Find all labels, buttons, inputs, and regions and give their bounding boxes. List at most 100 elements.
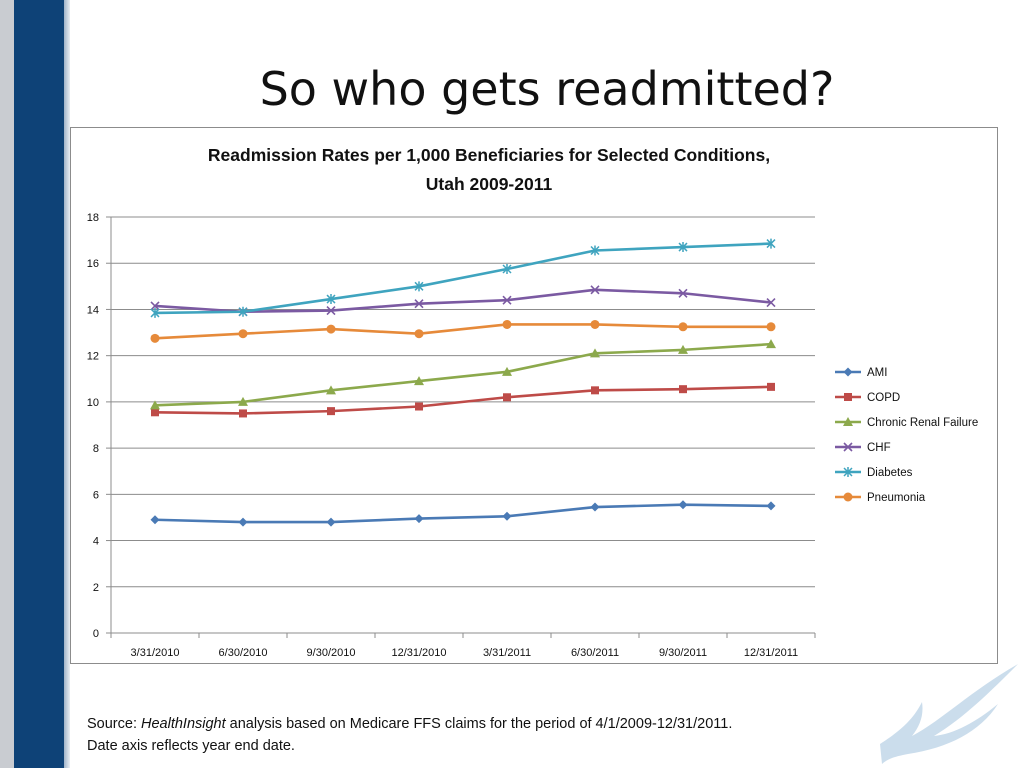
data-point xyxy=(326,294,336,305)
data-point xyxy=(239,409,247,418)
data-point xyxy=(678,322,688,332)
bird-logo xyxy=(880,664,1018,764)
legend-item-2: Chronic Renal Failure xyxy=(835,417,978,429)
source-prefix: Source: xyxy=(87,716,141,732)
side-bar-light xyxy=(64,0,70,768)
source-org: HealthInsight xyxy=(141,716,226,732)
chart-title-line-2: Utah 2009-2011 xyxy=(426,174,553,194)
data-point xyxy=(414,299,424,309)
series-line xyxy=(154,503,772,524)
y-tick-label: 2 xyxy=(93,582,99,594)
data-point xyxy=(678,288,688,298)
data-point xyxy=(326,324,336,334)
series-line xyxy=(154,342,772,407)
data-point xyxy=(766,238,776,249)
data-point xyxy=(502,264,512,274)
data-point xyxy=(326,385,336,395)
data-point xyxy=(678,242,688,253)
legend-item-5: Pneumonia xyxy=(835,492,926,504)
data-point xyxy=(414,329,424,339)
legend-swatch-marker xyxy=(843,417,853,426)
data-point xyxy=(502,319,512,329)
data-point xyxy=(415,402,423,411)
x-tick-label: 3/31/2010 xyxy=(131,647,180,659)
y-tick-label: 0 xyxy=(93,628,99,640)
series-line xyxy=(154,323,771,340)
y-tick-label: 14 xyxy=(87,304,99,316)
legend-swatch-marker xyxy=(843,442,853,452)
data-point xyxy=(502,295,512,305)
legend-item-4: Diabetes xyxy=(835,467,913,479)
legend-swatch-marker xyxy=(843,492,853,502)
series-line xyxy=(154,242,772,315)
legend-swatch-marker xyxy=(844,393,852,401)
x-tick-label: 6/30/2011 xyxy=(571,647,619,659)
y-tick-label: 6 xyxy=(93,489,99,501)
data-point xyxy=(590,348,600,358)
data-point xyxy=(150,400,160,410)
y-tick-label: 10 xyxy=(87,397,99,409)
legend-label: COPD xyxy=(867,392,900,404)
source-line-2: Date axis reflects year end date. xyxy=(87,738,295,754)
data-point xyxy=(327,407,335,416)
series-line xyxy=(154,288,772,314)
x-tick-label: 12/31/2010 xyxy=(391,647,446,659)
x-tick-label: 3/31/2011 xyxy=(483,647,531,659)
series-1 xyxy=(151,382,775,418)
line-chart: Readmission Rates per 1,000 Beneficiarie… xyxy=(87,145,978,659)
y-tick-label: 12 xyxy=(87,351,99,363)
data-point xyxy=(766,322,776,332)
data-point xyxy=(414,376,424,386)
source-note: Source: HealthInsight analysis based on … xyxy=(87,713,887,757)
data-point xyxy=(150,333,160,343)
x-tick-label: 9/30/2010 xyxy=(307,647,356,659)
data-point xyxy=(766,501,776,511)
data-point xyxy=(767,382,775,391)
data-point xyxy=(414,281,424,292)
data-point xyxy=(590,319,600,329)
x-tick-label: 6/30/2010 xyxy=(219,647,268,659)
data-point xyxy=(590,285,600,295)
legend-item-1: COPD xyxy=(835,392,900,404)
side-bar-blue xyxy=(14,0,64,768)
data-point xyxy=(502,511,512,521)
y-tick-label: 18 xyxy=(87,212,99,224)
data-point xyxy=(150,515,160,525)
chart-frame: Readmission Rates per 1,000 Beneficiarie… xyxy=(70,127,998,664)
slide-title: So who gets readmitted? xyxy=(259,62,835,116)
data-point xyxy=(590,502,600,512)
y-tick-label: 16 xyxy=(87,258,99,270)
series-5 xyxy=(150,319,776,343)
legend-label: CHF xyxy=(867,442,891,454)
data-point xyxy=(678,500,688,510)
side-bar-gray xyxy=(0,0,14,768)
legend-item-0: AMI xyxy=(835,367,887,379)
data-point xyxy=(502,366,512,376)
y-tick-label: 4 xyxy=(93,536,99,548)
legend-swatch-marker xyxy=(843,467,853,477)
legend: AMI COPD Chronic Renal Failure CHF Diabetes P… xyxy=(835,367,978,504)
data-point xyxy=(238,306,248,317)
legend-item-3: CHF xyxy=(835,442,891,454)
series-2 xyxy=(150,339,776,410)
x-tick-label: 9/30/2011 xyxy=(659,647,707,659)
legend-swatch-marker xyxy=(843,367,853,377)
data-point xyxy=(238,329,248,339)
data-point xyxy=(766,297,776,308)
data-point xyxy=(414,514,424,524)
data-point xyxy=(238,517,248,527)
data-point xyxy=(150,307,160,318)
data-point xyxy=(766,339,776,349)
data-point xyxy=(238,396,248,406)
source-line-1: Source: HealthInsight analysis based on … xyxy=(87,713,887,735)
y-tick-label: 8 xyxy=(93,443,99,455)
data-point xyxy=(591,386,599,395)
legend-label: Chronic Renal Failure xyxy=(867,417,978,429)
x-tick-label: 12/31/2011 xyxy=(744,647,798,659)
legend-label: AMI xyxy=(867,367,887,379)
data-point xyxy=(590,245,600,256)
data-point xyxy=(503,393,511,402)
axes: 0 2 4 6 8 10 12 14 16 18 3/31/2010 6/30/2010 9/30/20… xyxy=(87,212,816,659)
legend-label: Diabetes xyxy=(867,467,913,479)
legend-label: Pneumonia xyxy=(867,492,926,504)
